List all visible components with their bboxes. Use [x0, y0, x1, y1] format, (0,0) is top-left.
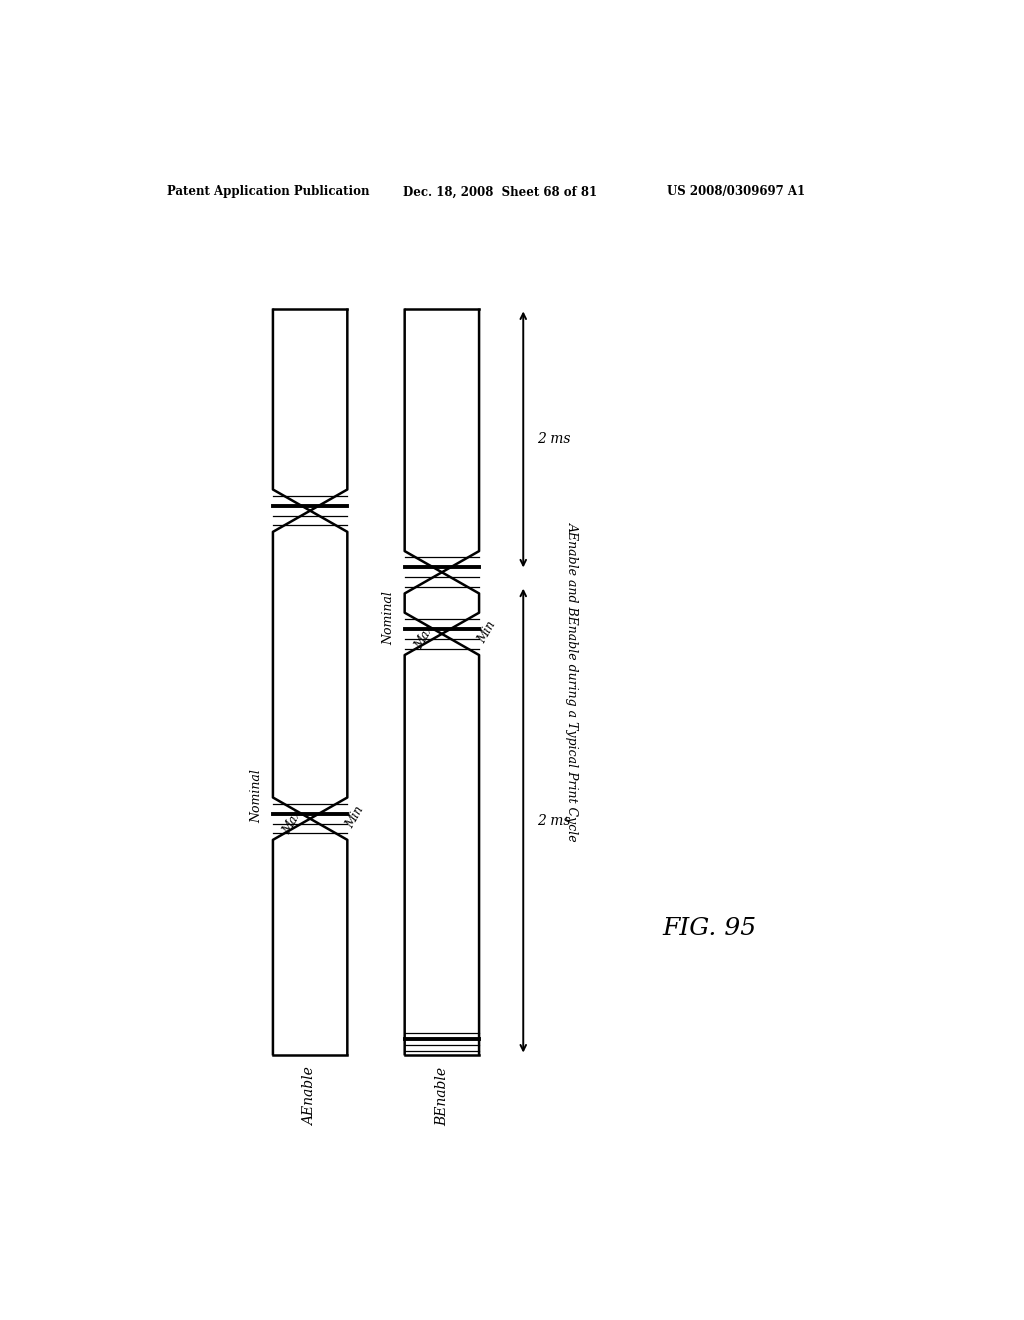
Text: Max: Max: [413, 623, 436, 651]
Text: US 2008/0309697 A1: US 2008/0309697 A1: [667, 185, 805, 198]
Text: Max: Max: [281, 808, 305, 836]
Text: Dec. 18, 2008  Sheet 68 of 81: Dec. 18, 2008 Sheet 68 of 81: [403, 185, 597, 198]
Text: 2 ms: 2 ms: [538, 813, 570, 828]
Text: Nominal: Nominal: [251, 768, 263, 822]
Text: AEnable and BEnable during a Typical Print Cycle: AEnable and BEnable during a Typical Pri…: [566, 523, 579, 842]
Text: FIG. 95: FIG. 95: [663, 917, 757, 940]
Text: AEnable: AEnable: [303, 1067, 317, 1126]
Text: Min: Min: [475, 619, 498, 645]
Text: Nominal: Nominal: [382, 591, 395, 645]
Text: 2 ms: 2 ms: [538, 433, 570, 446]
Text: Min: Min: [343, 804, 367, 830]
Text: Patent Application Publication: Patent Application Publication: [167, 185, 370, 198]
Text: BEnable: BEnable: [435, 1067, 449, 1126]
